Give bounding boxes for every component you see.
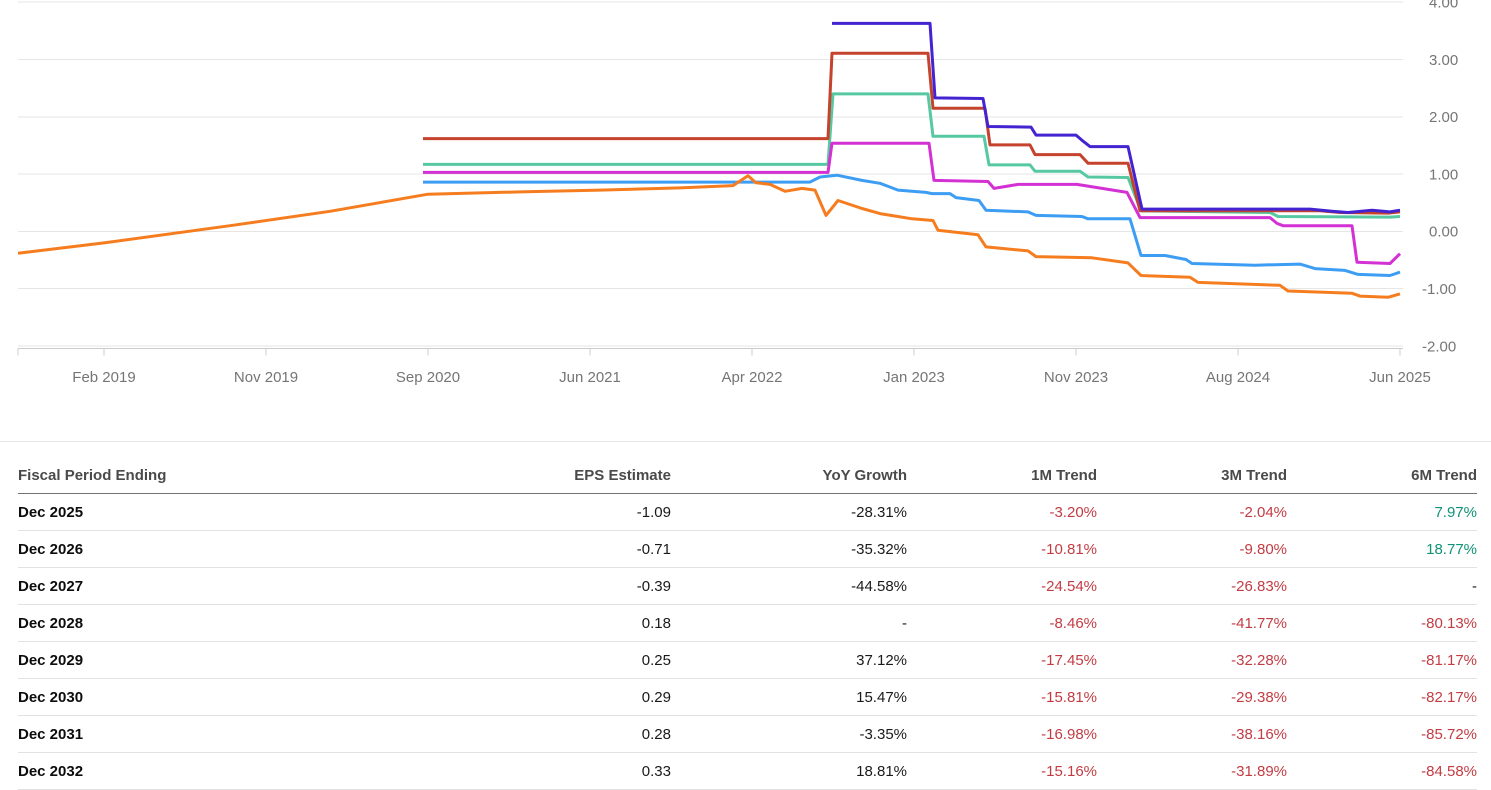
- column-header-fiscal-period: Fiscal Period Ending: [18, 458, 461, 494]
- estimates-table-section: Fiscal Period Ending EPS Estimate YoY Gr…: [0, 441, 1491, 790]
- trend-6m-cell: -80.13%: [1287, 604, 1477, 642]
- trend-6m-cell: -82.17%: [1287, 678, 1477, 716]
- x-axis-label: Jun 2021: [559, 369, 621, 386]
- eps-estimate-cell: -0.71: [461, 530, 671, 568]
- series-line-dec-2026: [423, 173, 1401, 277]
- yoy-growth-cell: -3.35%: [671, 715, 907, 753]
- series-line-dec-2030: [832, 21, 1401, 214]
- trend-3m-cell: -29.38%: [1097, 678, 1287, 716]
- fiscal-period-cell: Dec 2029: [18, 641, 461, 679]
- chart-canvas[interactable]: Feb 2019 Nov 2019 Sep 2020 Jun 2021 Apr 2022…: [0, 0, 1491, 400]
- table-row: Dec 2031 0.28 -3.35% -16.98% -38.16% -85.72%: [18, 715, 1477, 753]
- trend-1m-cell: -15.81%: [907, 678, 1097, 716]
- x-axis-label: Apr 2022: [722, 369, 783, 386]
- column-header-1m-trend: 1M Trend: [907, 458, 1097, 494]
- y-axis-label: -1.00: [1422, 281, 1456, 298]
- series-line-dec-2027: [423, 141, 1402, 265]
- y-axis-label: 2.00: [1429, 109, 1458, 126]
- trend-1m-cell: -17.45%: [907, 641, 1097, 679]
- trend-6m-cell: -: [1287, 567, 1477, 605]
- series-line-dec-2028: [423, 92, 1401, 219]
- trend-6m-cell: -81.17%: [1287, 641, 1477, 679]
- table-row: Dec 2028 0.18- -8.46% -41.77% -80.13%: [18, 604, 1477, 642]
- series-line-dec-2029: [423, 51, 1401, 215]
- trend-6m-cell: 7.97%: [1287, 493, 1477, 531]
- fiscal-period-cell: Dec 2031: [18, 715, 461, 753]
- y-axis-label: 1.00: [1429, 166, 1458, 183]
- trend-1m-cell: -10.81%: [907, 530, 1097, 568]
- trend-6m-cell: -84.58%: [1287, 752, 1477, 790]
- y-axis-label: 4.00: [1429, 0, 1458, 12]
- x-axis-label: Sep 2020: [396, 369, 460, 386]
- eps-estimate-cell: 0.33: [461, 752, 671, 790]
- x-axis-label: Aug 2024: [1206, 369, 1270, 386]
- table-row: Dec 2030 0.29 15.47% -15.81% -29.38% -82.17%: [18, 678, 1477, 716]
- trend-6m-cell: 18.77%: [1287, 530, 1477, 568]
- x-axis-label: Jun 2025: [1369, 369, 1431, 386]
- column-header-3m-trend: 3M Trend: [1097, 458, 1287, 494]
- trend-3m-cell: -38.16%: [1097, 715, 1287, 753]
- series-line-dec-2025: [17, 174, 1401, 299]
- eps-estimates-table: Fiscal Period Ending EPS Estimate YoY Gr…: [18, 458, 1477, 790]
- trend-6m-cell: -85.72%: [1287, 715, 1477, 753]
- table-header-row: Fiscal Period Ending EPS Estimate YoY Gr…: [18, 458, 1477, 494]
- fiscal-period-cell: Dec 2032: [18, 752, 461, 790]
- trend-3m-cell: -41.77%: [1097, 604, 1287, 642]
- trend-3m-cell: -9.80%: [1097, 530, 1287, 568]
- y-axis-label: -2.00: [1422, 338, 1456, 355]
- eps-estimate-cell: -1.09: [461, 493, 671, 531]
- trend-1m-cell: -8.46%: [907, 604, 1097, 642]
- fiscal-period-cell: Dec 2028: [18, 604, 461, 642]
- table-row: Dec 2032 0.33 18.81% -15.16% -31.89% -84.58%: [18, 752, 1477, 790]
- trend-1m-cell: -24.54%: [907, 567, 1097, 605]
- yoy-growth-cell: -: [671, 604, 907, 642]
- trend-1m-cell: -3.20%: [907, 493, 1097, 531]
- trend-3m-cell: -26.83%: [1097, 567, 1287, 605]
- eps-estimate-cell: 0.29: [461, 678, 671, 716]
- yoy-growth-cell: 18.81%: [671, 752, 907, 790]
- x-axis-label: Feb 2019: [72, 369, 135, 386]
- trend-1m-cell: -16.98%: [907, 715, 1097, 753]
- x-axis-label: Nov 2023: [1044, 369, 1108, 386]
- x-axis-label: Jan 2023: [883, 369, 945, 386]
- yoy-growth-cell: -28.31%: [671, 493, 907, 531]
- fiscal-period-cell: Dec 2027: [18, 567, 461, 605]
- yoy-growth-cell: -44.58%: [671, 567, 907, 605]
- table-row: Dec 2027 -0.39 -44.58% -24.54% -26.83% -: [18, 567, 1477, 605]
- yoy-growth-cell: 37.12%: [671, 641, 907, 679]
- eps-estimate-cell: 0.18: [461, 604, 671, 642]
- trend-3m-cell: -31.89%: [1097, 752, 1287, 790]
- x-axis-label: Nov 2019: [234, 369, 298, 386]
- yoy-growth-cell: -35.32%: [671, 530, 907, 568]
- eps-estimate-cell: 0.25: [461, 641, 671, 679]
- eps-estimates-chart: Feb 2019 Nov 2019 Sep 2020 Jun 2021 Apr 2022…: [0, 0, 1491, 400]
- yoy-growth-cell: 15.47%: [671, 678, 907, 716]
- table-row: Dec 2026 -0.71 -35.32% -10.81% -9.80% 18.77%: [18, 530, 1477, 568]
- trend-1m-cell: -15.16%: [907, 752, 1097, 790]
- fiscal-period-cell: Dec 2025: [18, 493, 461, 531]
- table-body: Dec 2025 -1.09 -28.31% -3.20% -2.04% 7.97% Dec…: [18, 493, 1477, 790]
- y-axis-label: 3.00: [1429, 52, 1458, 69]
- fiscal-period-cell: Dec 2030: [18, 678, 461, 716]
- trend-3m-cell: -32.28%: [1097, 641, 1287, 679]
- column-header-eps-estimate: EPS Estimate: [461, 458, 671, 494]
- eps-estimate-cell: 0.28: [461, 715, 671, 753]
- table-row: Dec 2029 0.25 37.12% -17.45% -32.28% -81.17%: [18, 641, 1477, 679]
- table-row: Dec 2025 -1.09 -28.31% -3.20% -2.04% 7.97%: [18, 493, 1477, 531]
- column-header-6m-trend: 6M Trend: [1287, 458, 1477, 494]
- column-header-yoy-growth: YoY Growth: [671, 458, 907, 494]
- trend-3m-cell: -2.04%: [1097, 493, 1287, 531]
- y-axis-label: 0.00: [1429, 224, 1458, 241]
- eps-estimate-cell: -0.39: [461, 567, 671, 605]
- fiscal-period-cell: Dec 2026: [18, 530, 461, 568]
